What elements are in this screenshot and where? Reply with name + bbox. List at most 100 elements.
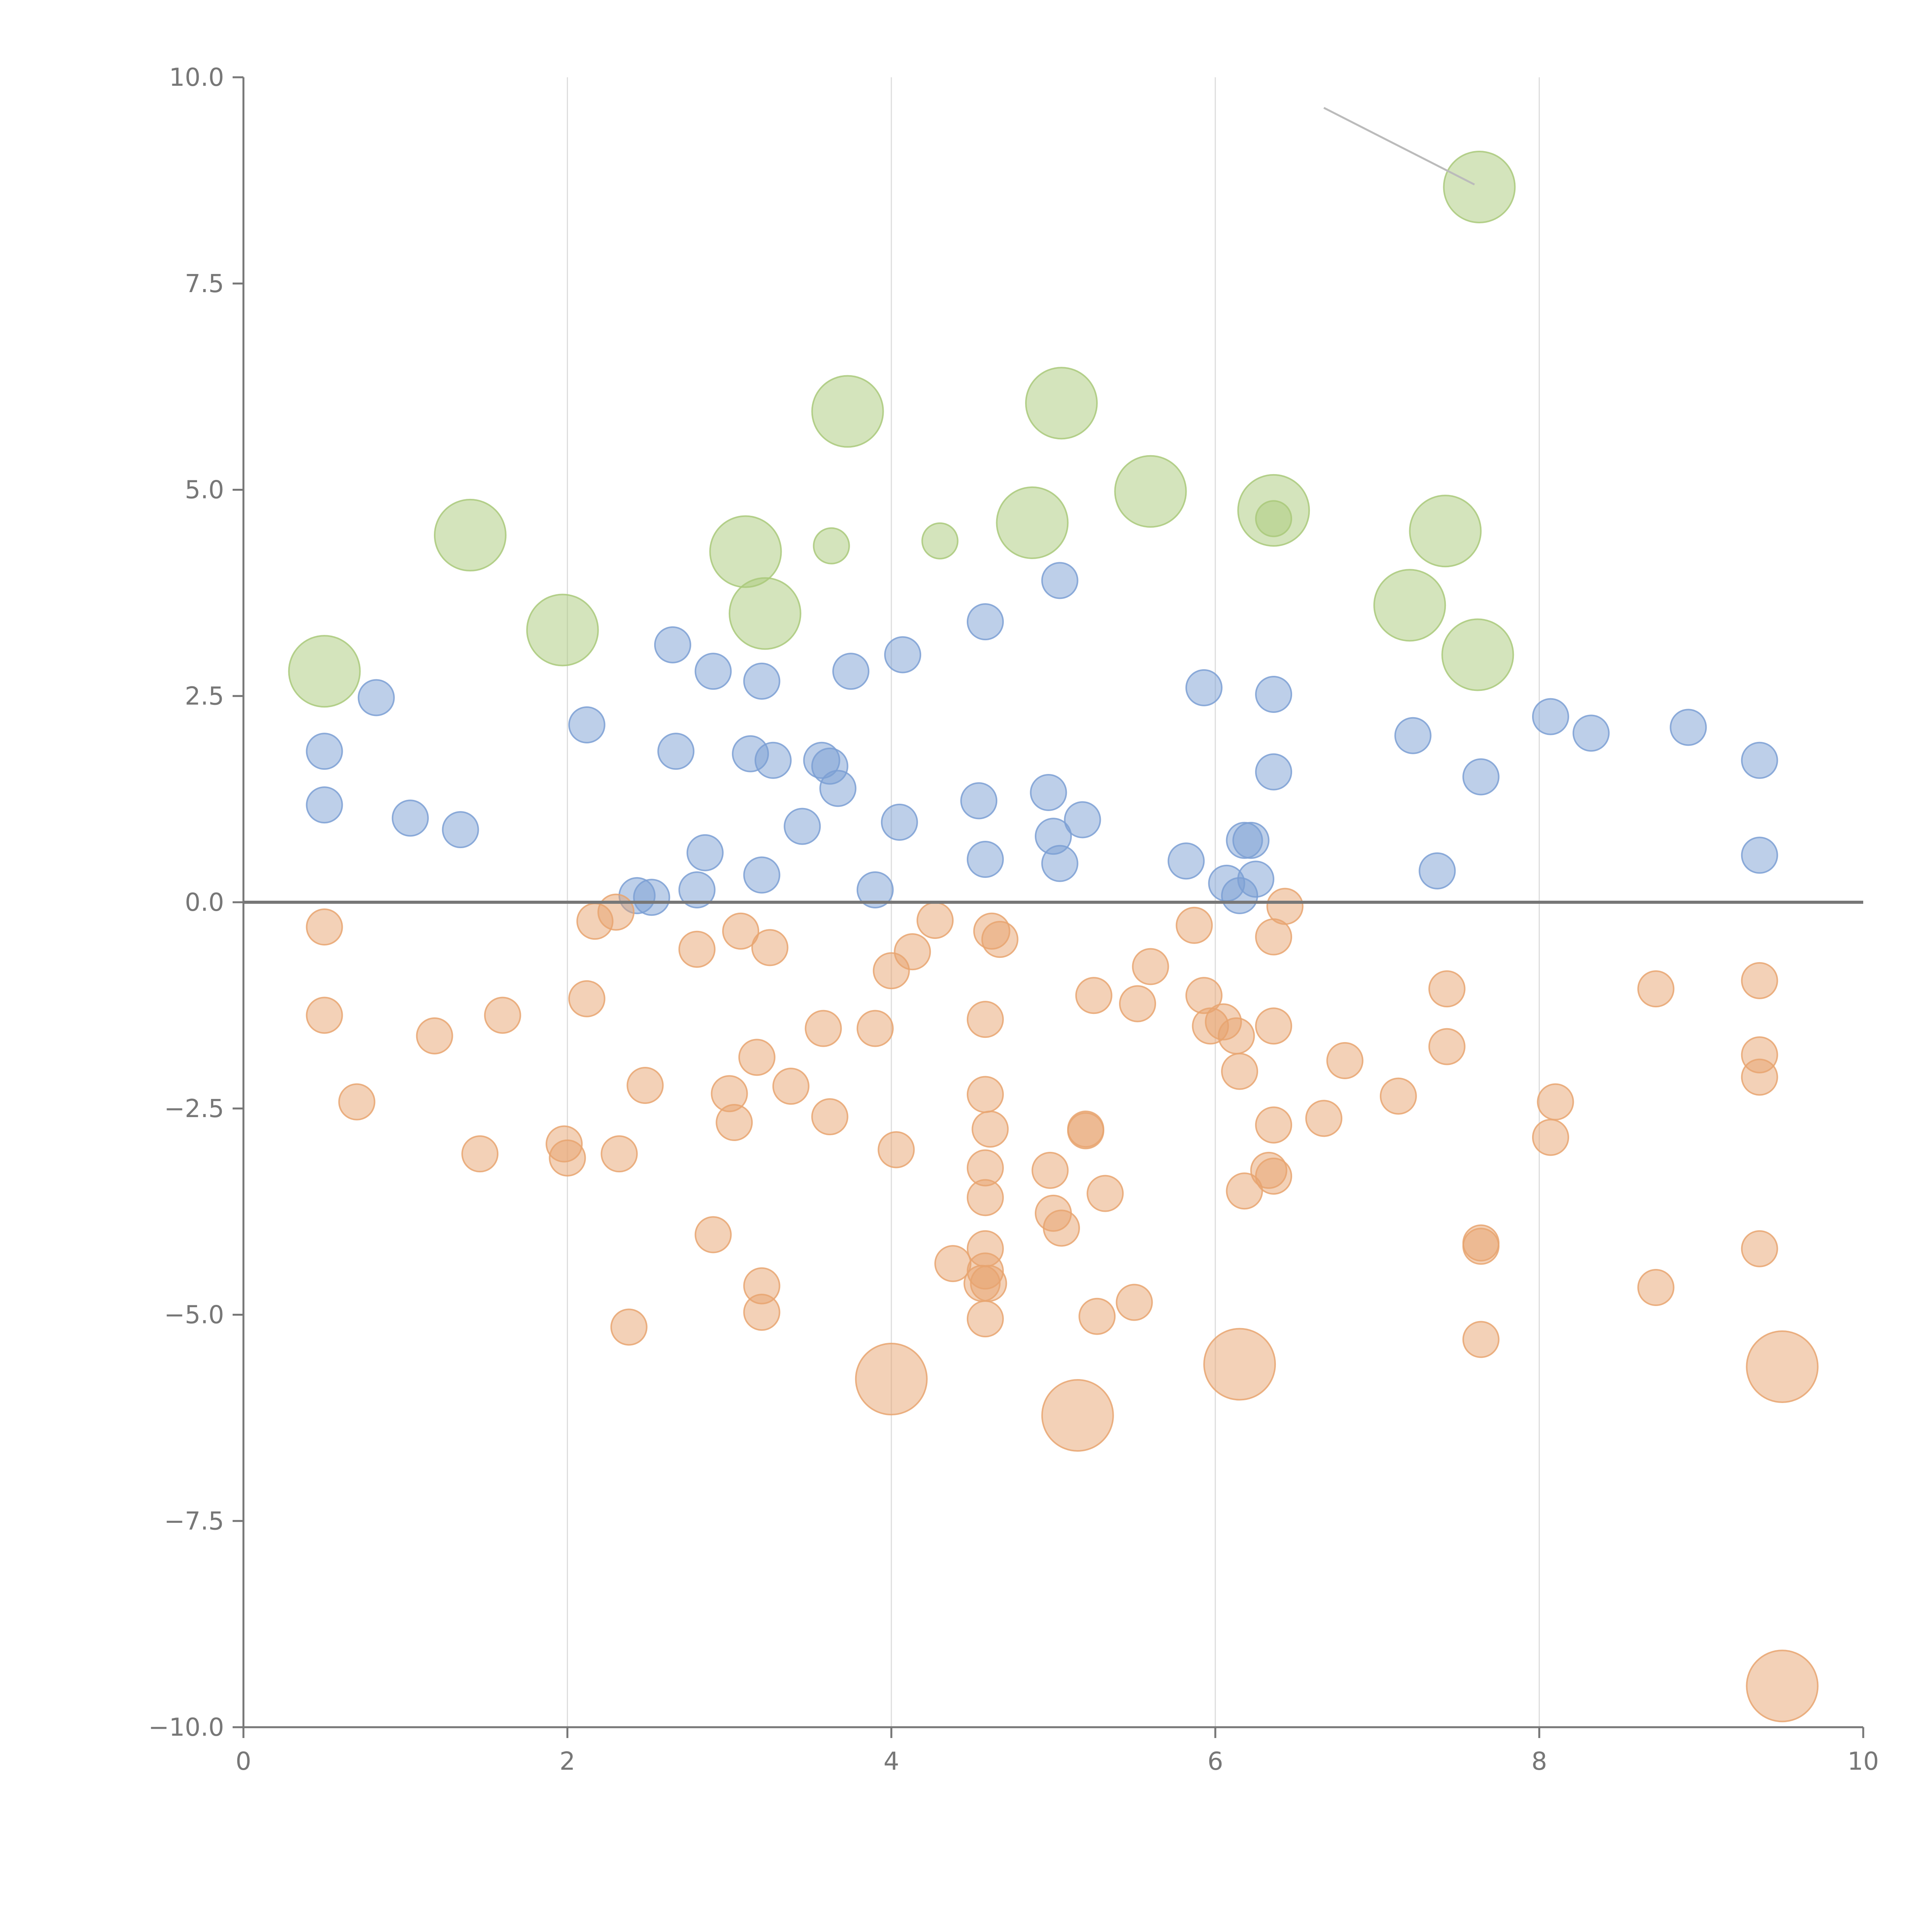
- point-orange-54: [1132, 948, 1169, 985]
- point-orange-74: [1462, 1228, 1500, 1265]
- y-tick-label-2: −5.0: [164, 1301, 224, 1330]
- x-tick-label-3: 6: [1208, 1747, 1223, 1776]
- point-large-0: [288, 635, 361, 708]
- point-orange-36: [966, 1179, 1004, 1216]
- point-orange-51: [1087, 1175, 1124, 1212]
- point-blue-31: [1041, 845, 1078, 882]
- point-orange-15: [694, 1216, 732, 1253]
- point-orange-82: [1741, 1058, 1778, 1096]
- point-large-2: [526, 594, 599, 667]
- point-orange-28: [878, 1131, 915, 1168]
- y-tick-label-4: 0.0: [185, 888, 224, 917]
- x-tick-label-0: 0: [236, 1747, 252, 1776]
- point-orange-10: [597, 893, 635, 931]
- point-orange-72: [1428, 1028, 1466, 1065]
- point-orange-33: [966, 1001, 1004, 1038]
- point-blue-9: [657, 733, 695, 770]
- y-tick-label-6: 5.0: [185, 476, 224, 505]
- point-orange-49: [1075, 977, 1112, 1014]
- point-small-green-0: [813, 527, 850, 565]
- point-blue-44: [1462, 758, 1500, 796]
- point-large-13: [1443, 150, 1516, 223]
- y-tick-label-8: 10.0: [169, 63, 224, 92]
- point-blue-0: [306, 733, 343, 770]
- point-blue-26: [966, 603, 1004, 641]
- point-blue-10: [678, 871, 716, 908]
- annotation-leader-line: [1323, 107, 1475, 185]
- point-large-orange-3: [1746, 1330, 1819, 1403]
- point-orange-7: [549, 1139, 586, 1177]
- point-small-green-1: [921, 522, 959, 560]
- point-blue-14: [743, 662, 781, 700]
- point-orange-59: [1218, 1017, 1255, 1054]
- point-blue-27: [966, 840, 1004, 878]
- point-orange-79: [1637, 1269, 1675, 1306]
- point-orange-18: [722, 912, 759, 950]
- point-orange-60: [1221, 1053, 1259, 1090]
- point-large-8: [1114, 455, 1187, 528]
- point-orange-48: [1067, 1111, 1104, 1148]
- point-orange-8: [568, 980, 605, 1017]
- point-blue-15: [743, 856, 781, 894]
- point-large-orange-0: [855, 1343, 928, 1416]
- y-tick-label-7: 7.5: [185, 270, 224, 298]
- point-orange-21: [743, 1294, 781, 1331]
- point-blue-22: [856, 871, 894, 908]
- point-large-3: [709, 515, 782, 588]
- point-blue-28: [1030, 774, 1067, 811]
- point-blue-7: [633, 879, 670, 916]
- point-orange-83: [1741, 1230, 1778, 1267]
- point-blue-20: [819, 770, 857, 807]
- point-orange-64: [1255, 1007, 1293, 1045]
- point-large-1: [434, 498, 507, 571]
- point-large-orange-2: [1203, 1328, 1276, 1401]
- point-orange-80: [1741, 962, 1778, 999]
- point-blue-24: [884, 636, 922, 673]
- point-orange-71: [1428, 970, 1466, 1008]
- point-orange-25: [811, 1098, 849, 1136]
- point-orange-2: [338, 1083, 376, 1121]
- point-orange-23: [772, 1068, 810, 1105]
- point-large-4: [728, 577, 801, 650]
- point-orange-41: [971, 1111, 1009, 1148]
- point-orange-76: [1532, 1119, 1569, 1156]
- point-blue-43: [1418, 852, 1456, 889]
- point-blue-17: [784, 808, 821, 845]
- point-orange-55: [1175, 906, 1213, 944]
- point-orange-50: [1078, 1298, 1116, 1335]
- point-orange-29: [894, 933, 931, 971]
- point-orange-4: [461, 1135, 499, 1173]
- point-orange-14: [678, 930, 716, 968]
- point-orange-43: [981, 921, 1019, 958]
- y-tick-label-5: 2.5: [185, 682, 224, 711]
- point-orange-17: [716, 1104, 753, 1141]
- y-tick-label-1: −7.5: [164, 1507, 224, 1536]
- point-orange-1: [306, 997, 343, 1034]
- point-large-6: [996, 486, 1069, 559]
- point-orange-52: [1116, 1284, 1153, 1321]
- point-blue-34: [1185, 669, 1223, 706]
- point-blue-16: [754, 742, 792, 779]
- point-orange-34: [966, 1076, 1004, 1113]
- point-orange-12: [610, 1308, 648, 1346]
- point-blue-33: [1167, 842, 1205, 880]
- point-blue-46: [1572, 714, 1610, 752]
- x-tick-label-2: 4: [883, 1747, 899, 1776]
- point-blue-41: [1255, 753, 1293, 791]
- x-tick-label-5: 10: [1847, 1747, 1879, 1776]
- point-blue-3: [391, 799, 429, 837]
- point-orange-22: [751, 929, 789, 966]
- point-orange-75: [1462, 1321, 1500, 1358]
- point-small-green-2: [1255, 500, 1293, 537]
- point-orange-68: [1305, 1100, 1343, 1137]
- point-blue-12: [694, 653, 732, 690]
- point-orange-69: [1326, 1042, 1364, 1079]
- point-large-7: [1025, 367, 1098, 440]
- point-large-11: [1409, 495, 1482, 568]
- x-tick-label-4: 8: [1531, 1747, 1547, 1776]
- point-orange-30: [916, 901, 954, 939]
- point-orange-39: [966, 1300, 1004, 1338]
- point-orange-77: [1537, 1083, 1574, 1121]
